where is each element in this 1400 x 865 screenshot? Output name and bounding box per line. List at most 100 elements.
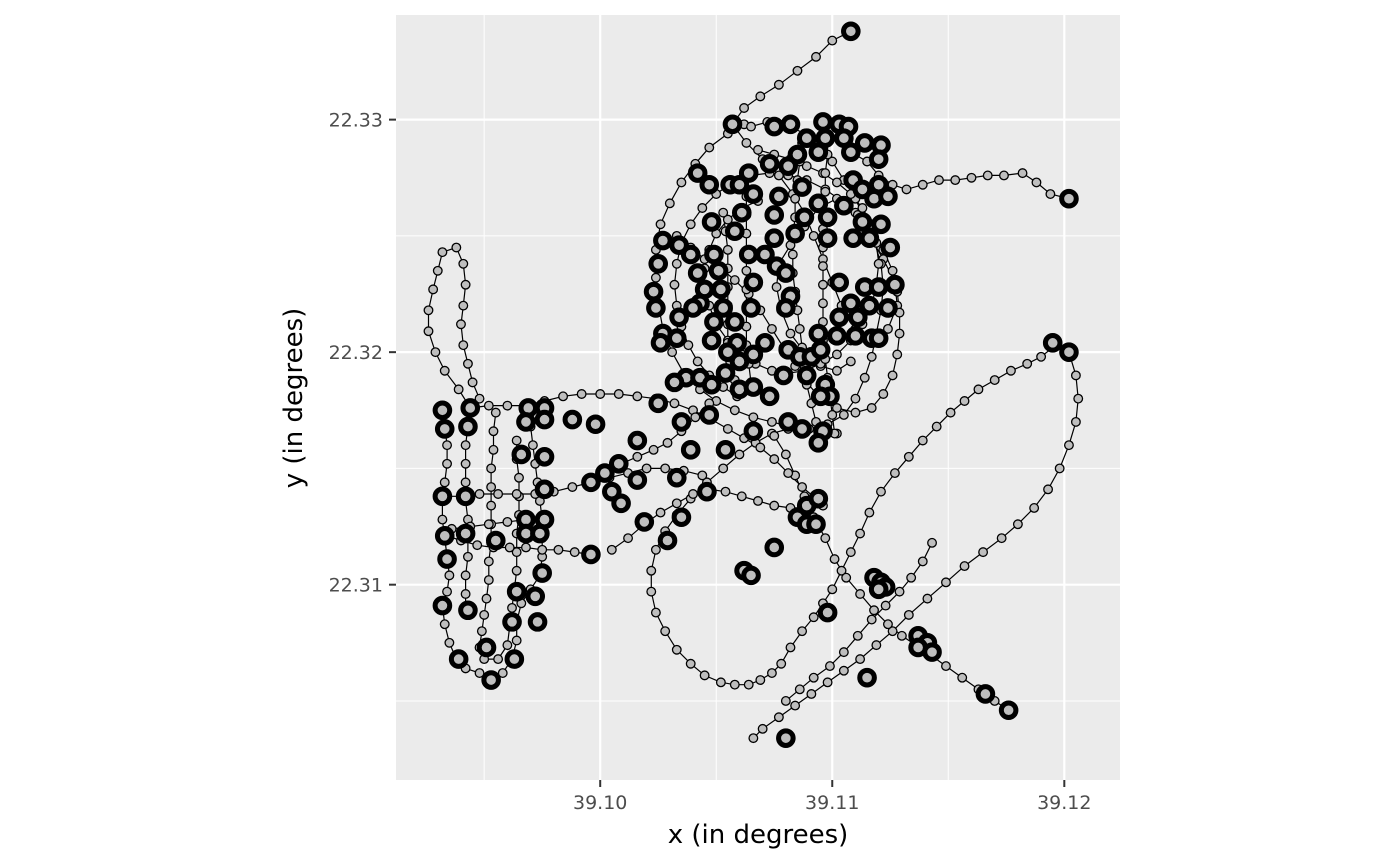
- track-point: [458, 258, 469, 269]
- track-point: [906, 572, 917, 583]
- track-point: [699, 670, 710, 681]
- track-point: [527, 440, 538, 451]
- track-point: [462, 358, 473, 369]
- track-point: [460, 477, 471, 488]
- track-point: [462, 551, 473, 562]
- highlight-point: [776, 298, 796, 318]
- track-point: [818, 298, 828, 309]
- track-point: [903, 609, 914, 620]
- track-point: [838, 665, 849, 676]
- highlight-point: [808, 488, 829, 509]
- y-tick-label: 22.33: [329, 110, 383, 132]
- track-point: [655, 219, 666, 230]
- track-point: [766, 668, 777, 678]
- highlight-point: [595, 463, 615, 483]
- highlight-point: [743, 421, 764, 442]
- track-point: [511, 547, 522, 558]
- track-point: [595, 389, 606, 399]
- highlight-point: [704, 244, 724, 265]
- highlight-point: [701, 374, 722, 395]
- highlight-point: [458, 600, 478, 621]
- track-point: [483, 556, 494, 567]
- track-point: [769, 500, 780, 511]
- highlight-point: [476, 637, 497, 658]
- highlight-point: [704, 312, 724, 332]
- highlight-point: [534, 409, 555, 430]
- track-point: [460, 440, 471, 451]
- x-tick-label: 39.12: [1037, 792, 1091, 814]
- track-point: [829, 554, 840, 565]
- track-point: [950, 175, 961, 186]
- track-point: [773, 79, 784, 90]
- highlight-point: [516, 412, 536, 432]
- track-point: [827, 409, 838, 420]
- track-point: [1070, 416, 1081, 427]
- track-point: [917, 556, 928, 567]
- highlight-point: [434, 526, 455, 546]
- track-point: [688, 489, 698, 499]
- highlight-point: [666, 467, 687, 488]
- track-point: [1063, 440, 1074, 451]
- highlight-point: [722, 114, 743, 135]
- highlight-point: [432, 486, 453, 507]
- highlight-point: [792, 419, 812, 439]
- track-point: [442, 458, 453, 469]
- track-point: [650, 544, 661, 555]
- track-point: [632, 451, 643, 462]
- track-point: [460, 570, 471, 581]
- track-point: [474, 489, 485, 499]
- highlight-point: [432, 595, 453, 616]
- highlight-point: [808, 323, 829, 344]
- highlight-point: [834, 195, 854, 216]
- highlight-point: [755, 333, 775, 353]
- plot-panel: [396, 15, 1120, 780]
- track-point: [866, 403, 877, 413]
- track-point: [493, 654, 504, 665]
- highlight-point: [608, 453, 629, 474]
- highlight-point: [534, 479, 555, 500]
- highlight-point: [785, 223, 805, 244]
- track-point: [757, 723, 768, 734]
- track-point: [811, 51, 821, 62]
- highlight-point: [857, 667, 877, 688]
- highlight-point: [852, 212, 873, 232]
- track-point: [660, 463, 671, 474]
- highlight-point: [627, 430, 648, 451]
- highlight-point: [878, 186, 898, 207]
- highlight-point: [643, 281, 664, 302]
- track-point: [996, 533, 1007, 544]
- highlight-point: [708, 260, 729, 281]
- track-point: [746, 121, 756, 132]
- highlight-point: [868, 579, 889, 600]
- track-point: [690, 412, 701, 423]
- highlight-point: [634, 512, 655, 532]
- track-point: [1012, 519, 1023, 530]
- y-tick-label: 22.31: [329, 575, 383, 597]
- track-point: [790, 700, 801, 711]
- track-point: [808, 672, 819, 683]
- track-point: [773, 712, 784, 723]
- track-point: [685, 658, 696, 669]
- track-point: [507, 602, 517, 613]
- track-point: [1029, 502, 1040, 513]
- track-point: [1005, 365, 1016, 376]
- track-point: [852, 630, 863, 641]
- track-point: [490, 407, 501, 418]
- track-point: [892, 349, 903, 360]
- track-point: [606, 544, 617, 555]
- highlight-point: [776, 263, 796, 283]
- track-point: [537, 544, 548, 555]
- highlight-point: [525, 586, 546, 607]
- track-point: [442, 586, 453, 597]
- track-point: [718, 463, 729, 474]
- track-point: [669, 279, 680, 290]
- highlight-point: [648, 253, 669, 274]
- track-point: [827, 584, 838, 595]
- highlight-point: [796, 365, 817, 386]
- track-point: [841, 572, 852, 583]
- track-point: [797, 626, 808, 637]
- highlight-point: [448, 649, 469, 669]
- track-point: [1036, 351, 1047, 362]
- track-point: [650, 607, 661, 618]
- highlight-point: [868, 328, 889, 349]
